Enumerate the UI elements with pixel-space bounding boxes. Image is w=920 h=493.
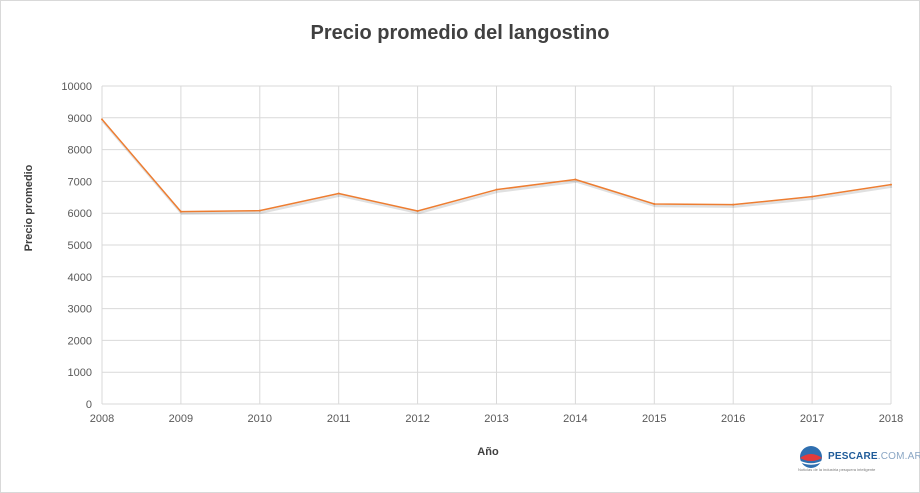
data-point — [574, 178, 577, 181]
data-point — [101, 118, 103, 121]
x-tick-label: 2012 — [405, 413, 429, 425]
y-tick-label: 0 — [86, 399, 92, 411]
fish-logo-icon — [798, 446, 824, 468]
y-tick-label: 5000 — [68, 240, 92, 252]
logo-wordmark: PESCARE.COM.AR — [828, 451, 920, 462]
x-axis-title: Año — [477, 446, 499, 458]
y-tick-label: 8000 — [68, 145, 92, 157]
chart-title: Precio promedio del langostino — [310, 22, 610, 44]
y-tick-labels: 0 1000 2000 3000 4000 5000 6000 7000 8000 9000 100… — [61, 81, 92, 411]
x-tick-label: 2013 — [484, 413, 508, 425]
y-tick-label: 9000 — [68, 113, 92, 125]
x-tick-label: 2011 — [327, 413, 351, 425]
data-point — [416, 209, 419, 212]
x-tick-label: 2014 — [563, 413, 587, 425]
x-tick-label: 2018 — [879, 413, 903, 425]
y-tick-label: 10000 — [61, 81, 92, 93]
series-group — [101, 118, 893, 215]
x-tick-label: 2009 — [169, 413, 193, 425]
x-tick-label: 2017 — [800, 413, 824, 425]
x-tick-label: 2016 — [721, 413, 745, 425]
data-point — [337, 192, 340, 195]
y-tick-label: 1000 — [68, 367, 92, 379]
gridlines — [101, 85, 892, 405]
series-line-shadow — [102, 120, 893, 215]
x-tick-labels: 2008 2009 2010 2011 2012 2013 2014 2015 2016 2017… — [90, 413, 903, 425]
logo-tagline: Noticias de la industria pesquera inteli… — [798, 467, 876, 472]
data-point — [811, 195, 814, 198]
y-tick-label: 3000 — [68, 304, 92, 316]
x-tick-label: 2010 — [248, 413, 272, 425]
data-point — [179, 210, 182, 213]
y-tick-label: 2000 — [68, 335, 92, 347]
data-point — [258, 209, 261, 212]
x-tick-label: 2008 — [90, 413, 114, 425]
y-tick-label: 6000 — [68, 208, 92, 220]
y-tick-label: 7000 — [68, 176, 92, 188]
data-point — [732, 203, 735, 206]
x-tick-label: 2015 — [642, 413, 666, 425]
data-point — [653, 202, 656, 205]
data-point — [890, 183, 892, 186]
y-tick-label: 4000 — [68, 272, 92, 284]
logo-brand: PESCARE — [828, 451, 878, 462]
pescare-logo: PESCARE.COM.AR Noticias de la industria … — [796, 443, 920, 477]
logo-suffix: .COM.AR — [877, 451, 920, 462]
data-point — [495, 188, 498, 191]
